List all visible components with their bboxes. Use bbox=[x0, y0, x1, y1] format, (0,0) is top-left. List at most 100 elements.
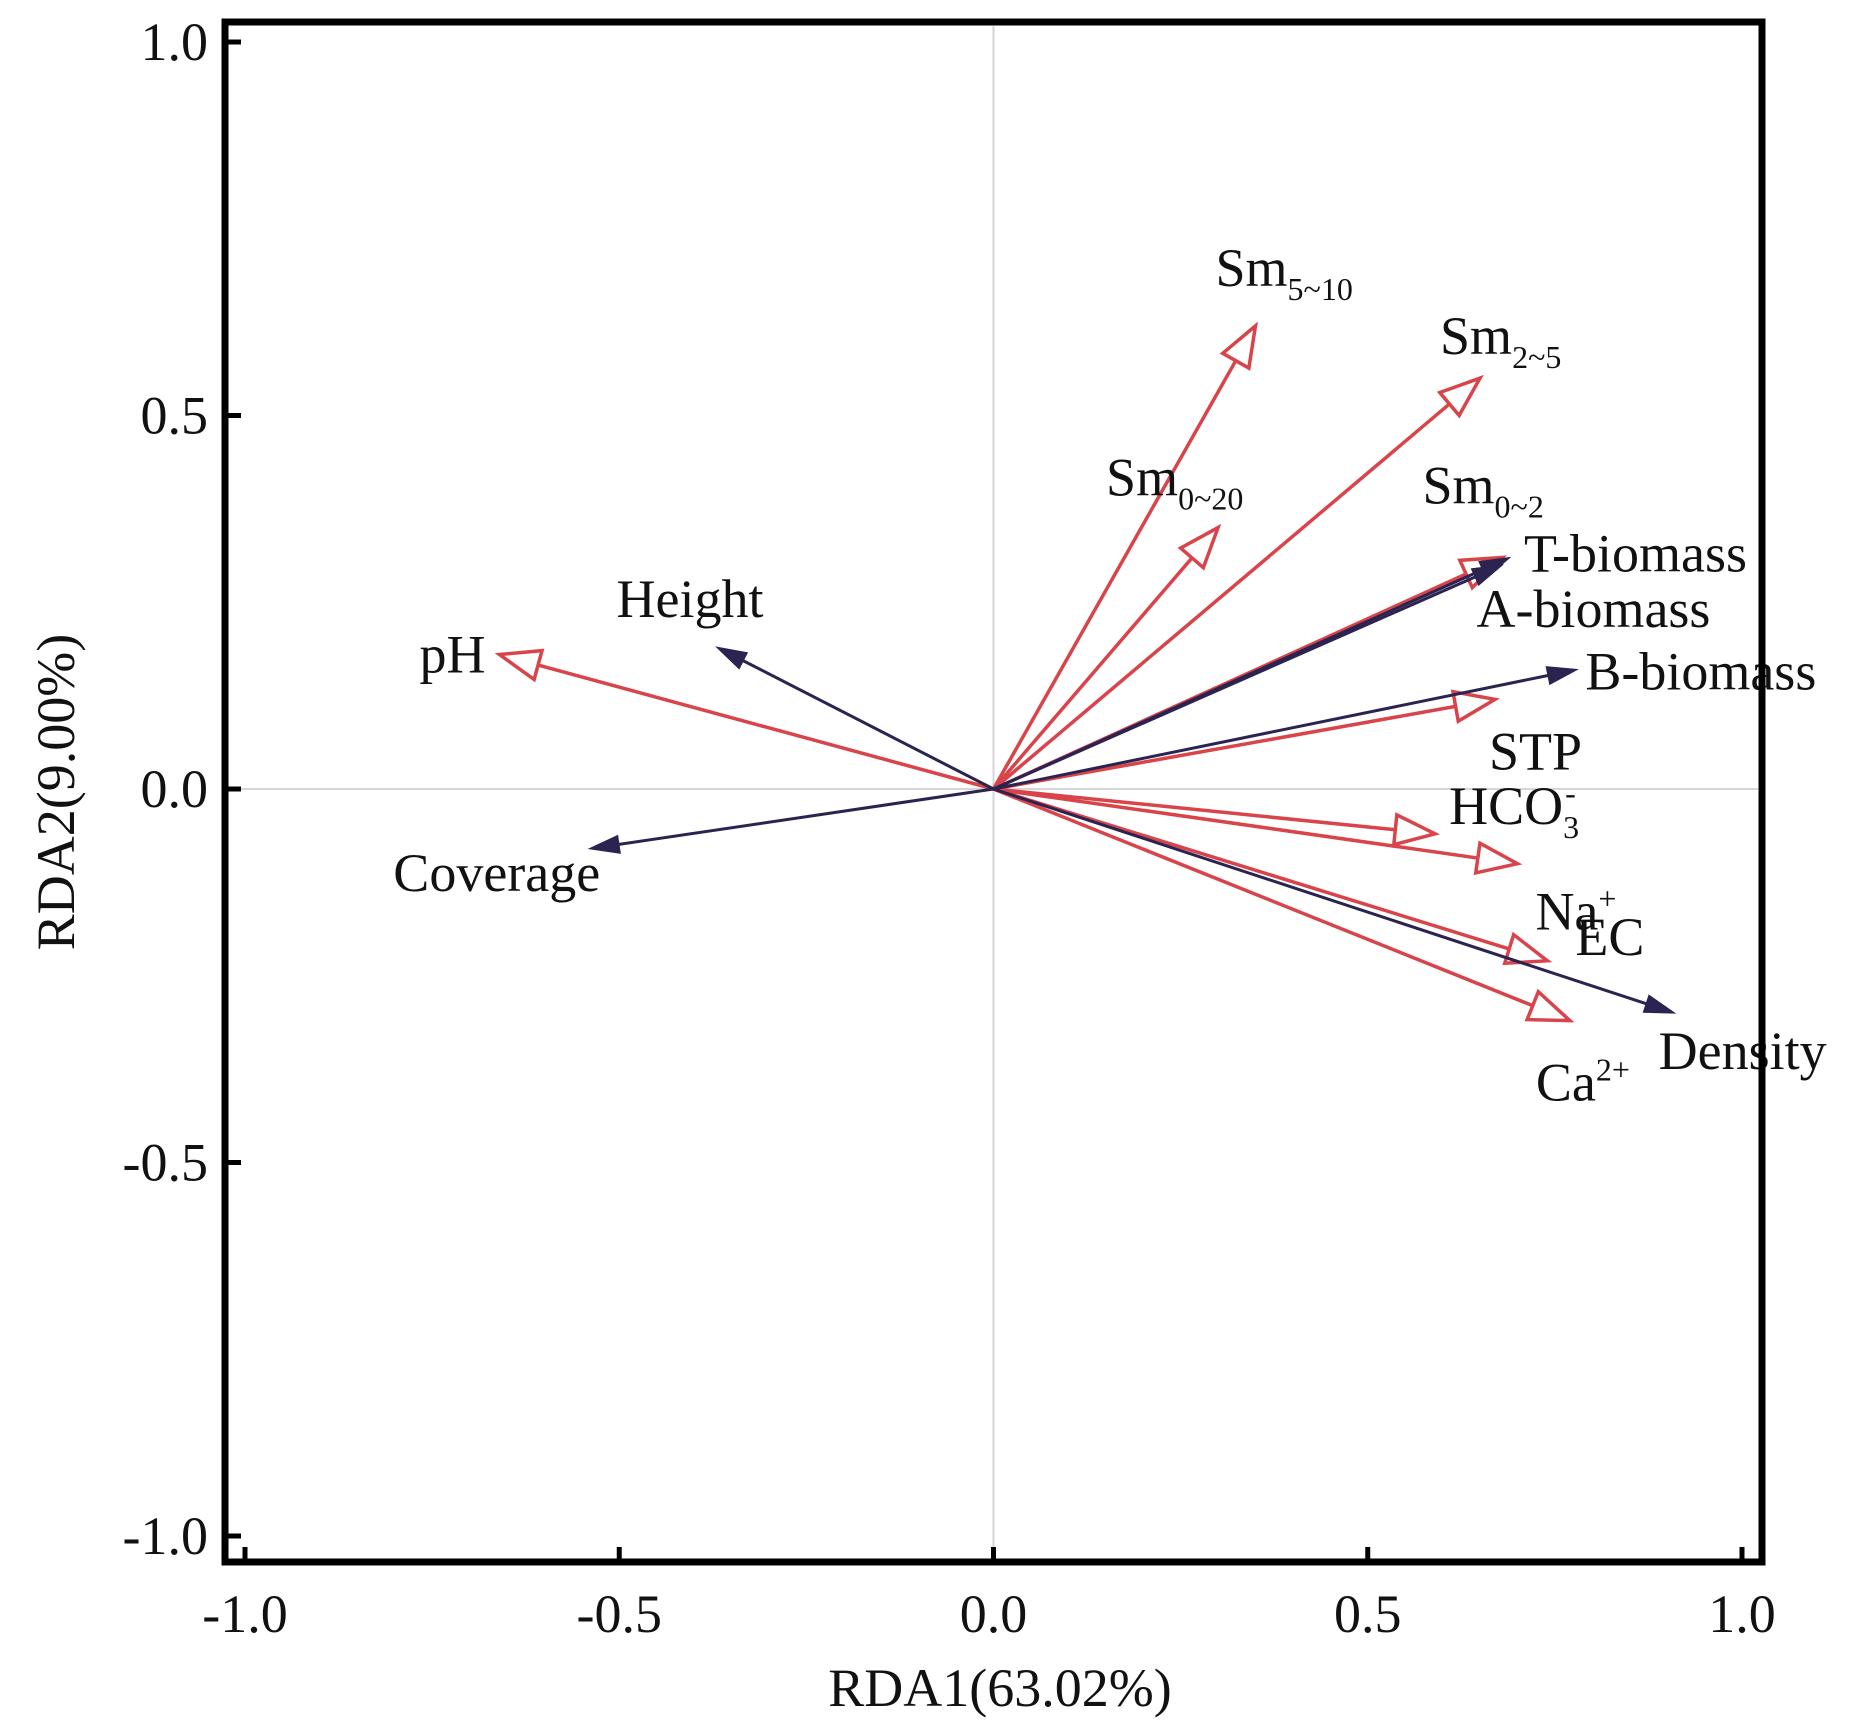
vector-label: Density bbox=[1659, 1021, 1827, 1081]
vector-label-text: pH bbox=[419, 625, 485, 685]
vector-label: Coverage bbox=[393, 843, 600, 903]
vector-density bbox=[993, 787, 1677, 1014]
vector-label-text: Height bbox=[617, 569, 764, 629]
vector-label-text: Density bbox=[1659, 1021, 1827, 1081]
x-axis-label: RDA1(63.02%) bbox=[828, 1658, 1171, 1718]
vector-label: B-biomass bbox=[1585, 641, 1816, 701]
y-tick-label: 0.5 bbox=[141, 386, 209, 446]
vector-a-biomass bbox=[992, 564, 1505, 791]
axis-ticks: -1.0 -0.5 0.0 0.5 1.0 -1.0 -0.5 0.0 0.5 1.0 bbox=[123, 12, 1776, 1644]
vector-arrowhead bbox=[1545, 666, 1580, 686]
vector-line bbox=[991, 359, 1238, 790]
vector-label-text: HCO bbox=[1449, 776, 1563, 836]
vector-label: Sm0~20 bbox=[1106, 448, 1243, 517]
vector-line bbox=[992, 787, 1534, 1008]
vector-label: Sm0~2 bbox=[1422, 455, 1543, 524]
vector-label-text: Sm bbox=[1422, 455, 1494, 515]
vector-line bbox=[993, 787, 1479, 860]
vector-sm2-5 bbox=[992, 374, 1484, 791]
vector-arrowhead bbox=[494, 648, 545, 683]
x-tick-label: 1.0 bbox=[1708, 1584, 1776, 1644]
vector-na- bbox=[993, 787, 1523, 876]
y-axis-label: RDA2(9.00%) bbox=[26, 634, 86, 950]
vector-label: T-biomass bbox=[1524, 523, 1747, 583]
vector-arrowhead bbox=[1642, 994, 1677, 1014]
vector-label-text: Sm bbox=[1215, 238, 1287, 298]
vector-arrowhead bbox=[1524, 988, 1575, 1023]
vector-label-text: T-biomass bbox=[1524, 523, 1747, 583]
vector-height bbox=[715, 646, 995, 791]
vector-line bbox=[993, 674, 1549, 791]
vector-label-superscript: - bbox=[1565, 775, 1576, 811]
vector-label-text: Sm bbox=[1106, 448, 1178, 508]
vector-arrowhead bbox=[1502, 931, 1553, 966]
vector-line bbox=[742, 659, 995, 791]
vector-label-text: A-biomass bbox=[1476, 579, 1710, 639]
vector-label-text: STP bbox=[1489, 721, 1582, 781]
vector-arrowhead bbox=[1450, 689, 1500, 724]
vector-arrowhead bbox=[587, 834, 621, 854]
vector-arrowhead bbox=[1473, 840, 1523, 876]
vector-label-text: Ca bbox=[1536, 1053, 1596, 1113]
y-tick-label: 0.0 bbox=[141, 759, 209, 819]
vector-line bbox=[993, 704, 1456, 791]
vector-label: EC bbox=[1575, 907, 1644, 967]
vector-line bbox=[992, 787, 1510, 951]
vector-label-text: B-biomass bbox=[1585, 641, 1816, 701]
vector-sm5-10 bbox=[991, 321, 1258, 790]
vector-label: pH bbox=[419, 625, 485, 685]
vector-label-subscript: 3 bbox=[1563, 809, 1579, 845]
vector-label: STP bbox=[1489, 721, 1582, 781]
vector-label-text: Coverage bbox=[393, 843, 600, 903]
vector-ec bbox=[992, 787, 1553, 966]
vector-label-superscript: 2+ bbox=[1596, 1052, 1630, 1088]
vector-label-subscript: 5~10 bbox=[1288, 271, 1353, 307]
vector-label: Sm5~10 bbox=[1215, 238, 1352, 307]
x-tick-label: 0.0 bbox=[960, 1584, 1028, 1644]
vector-sm0-20 bbox=[992, 523, 1222, 791]
x-tick-label: -1.0 bbox=[202, 1584, 287, 1644]
vector-label-text: Sm bbox=[1440, 306, 1512, 366]
vector-b-biomass bbox=[993, 666, 1580, 791]
vector-coverage bbox=[587, 787, 994, 854]
vector-line bbox=[537, 663, 994, 791]
vector-label: Sm2~5 bbox=[1440, 306, 1561, 375]
vector-label-text: Na bbox=[1535, 882, 1598, 942]
vector-line bbox=[992, 402, 1451, 791]
vector-arrowhead bbox=[1470, 564, 1505, 587]
vector-label-subscript: 0~2 bbox=[1495, 488, 1544, 524]
vector-label: Na+ bbox=[1535, 881, 1616, 942]
vector-label: A-biomass bbox=[1476, 579, 1710, 639]
vector-stp bbox=[993, 689, 1500, 791]
vector-arrowhead bbox=[1219, 321, 1258, 371]
vector-line bbox=[993, 787, 1647, 1006]
x-tick-label: 0.5 bbox=[1334, 1584, 1402, 1644]
vector-line bbox=[992, 575, 1476, 791]
vector-label: Height bbox=[617, 569, 764, 629]
vector-arrowhead bbox=[1177, 523, 1222, 571]
plot-frame bbox=[221, 18, 1766, 1566]
x-tick-label: -0.5 bbox=[577, 1584, 662, 1644]
vector-ph bbox=[494, 648, 994, 791]
y-tick-label: -0.5 bbox=[123, 1133, 208, 1193]
y-tick-label: -1.0 bbox=[123, 1506, 208, 1566]
vector-hco3- bbox=[993, 787, 1441, 848]
vector-label-superscript: + bbox=[1598, 881, 1616, 917]
vector-label: Ca2+ bbox=[1536, 1052, 1630, 1113]
vector-arrowhead bbox=[1436, 374, 1484, 419]
vector-line bbox=[993, 787, 1396, 832]
y-tick-label: 1.0 bbox=[141, 12, 209, 72]
vector-line bbox=[992, 556, 1194, 791]
vector-label-subscript: 0~20 bbox=[1178, 481, 1243, 517]
vector-label: HCO3- bbox=[1449, 775, 1579, 845]
vector-arrowhead bbox=[715, 646, 749, 670]
vector-label-subscript: 2~5 bbox=[1512, 339, 1561, 375]
vector-line bbox=[618, 787, 994, 846]
vector-ca2- bbox=[992, 787, 1575, 1023]
vector-label-text: EC bbox=[1575, 907, 1644, 967]
vectors bbox=[494, 321, 1677, 1023]
vector-arrowhead bbox=[1391, 812, 1441, 848]
